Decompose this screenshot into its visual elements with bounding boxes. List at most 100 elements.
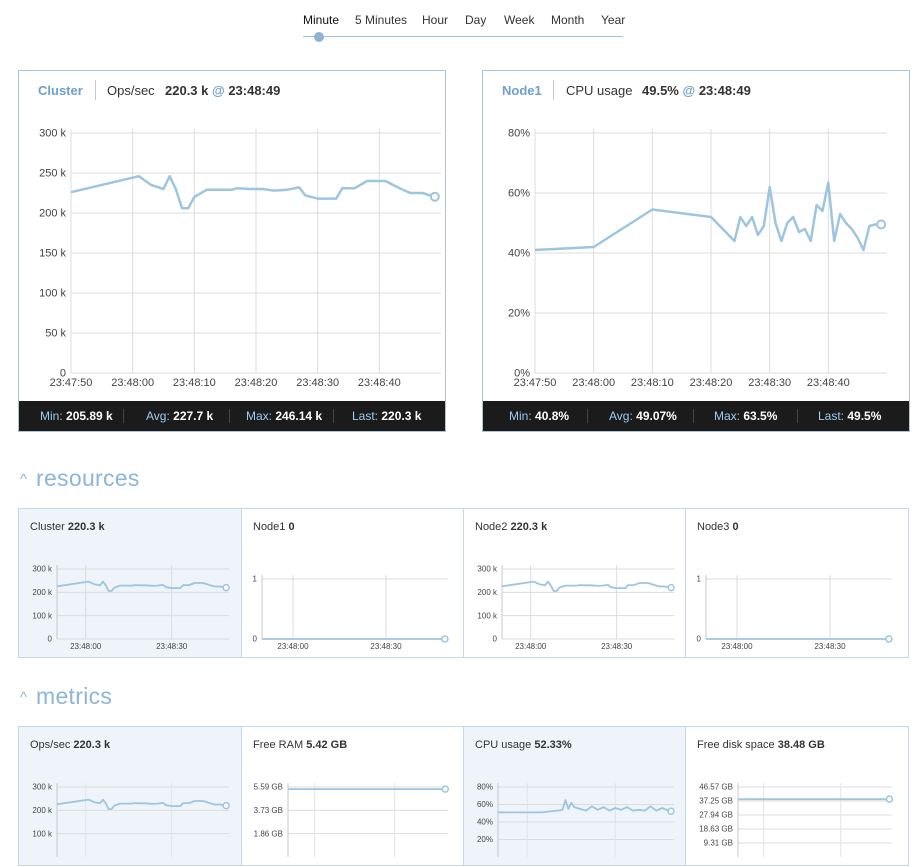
stat-max: Max: 246.14 k: [246, 409, 322, 423]
collapse-caret-icon[interactable]: ^: [20, 689, 28, 706]
y-tick-label: 20%: [477, 835, 493, 844]
resource-card[interactable]: Node3 0 1 0 23:48:00 23:48:30: [685, 508, 909, 658]
panel-source-name[interactable]: Cluster: [38, 83, 83, 98]
y-tick-label: 200 k: [32, 806, 53, 815]
mini-line-chart: 1 0 23:48:00 23:48:30: [697, 575, 893, 651]
metric-card[interactable]: Ops/sec 220.3 k 300 k 200 k 100 k: [18, 726, 242, 866]
y-tick-label: 60%: [508, 188, 530, 200]
x-tick-label: 23:48:20: [690, 377, 733, 389]
card-title: Node1 0: [253, 521, 295, 533]
stat-last: Last: 49.5%: [818, 409, 881, 423]
resource-card[interactable]: Cluster 220.3 k 300 k 200 k 100 k 0 23:48:00…: [18, 508, 242, 658]
panel-metric-name: Ops/sec: [107, 83, 155, 98]
last-point-marker: [222, 583, 230, 592]
stat-avg: Avg: 49.07%: [609, 409, 677, 423]
stat-last-value: 49.5%: [847, 409, 882, 423]
card-name: Node1: [253, 521, 286, 533]
x-tick-label: 23:48:30: [601, 642, 633, 651]
series-line: [498, 799, 672, 814]
range-tab-month[interactable]: Month: [551, 13, 585, 27]
series-line: [70, 174, 436, 210]
range-tab-week[interactable]: Week: [504, 13, 535, 27]
header-divider: [553, 80, 554, 100]
y-tick-label: 40%: [477, 818, 493, 827]
current-value: 220.3 k: [165, 83, 209, 98]
panel-metric-name: CPU usage: [566, 83, 633, 98]
series-line: [56, 580, 227, 592]
section-title[interactable]: metrics: [36, 683, 113, 709]
y-tick-label: 0: [48, 635, 53, 644]
cluster-ops-panel: Cluster Ops/sec 220.3 k @ 23:48:49 300 k…: [18, 70, 446, 432]
y-tick-label: 0%: [514, 368, 530, 380]
y-tick-label: 1: [253, 575, 258, 584]
x-tick-label: 23:47:50: [514, 377, 557, 389]
y-tick-label: 200 k: [32, 588, 53, 597]
stat-last-value: 220.3 k: [381, 409, 422, 423]
current-time: 23:48:49: [698, 83, 751, 98]
collapse-caret-icon[interactable]: ^: [20, 471, 28, 488]
section-title[interactable]: resources: [36, 465, 140, 491]
card-value: 220.3 k: [510, 521, 548, 533]
last-point-marker: [885, 795, 894, 803]
last-point-marker: [429, 191, 440, 202]
x-tick-label: 23:48:10: [631, 377, 674, 389]
card-title: Free RAM 5.42 GB: [253, 739, 347, 751]
resource-card[interactable]: Node1 0 1 0 23:48:00 23:48:30: [241, 508, 465, 658]
card-name: Cluster: [30, 521, 65, 533]
line-chart: 300 k 250 k 200 k 150 k 100 k 50 k 023:47:50 23…: [39, 128, 441, 389]
card-name: CPU usage: [475, 739, 532, 751]
card-title: Node2 220.3 k: [475, 521, 547, 533]
range-slider-handle[interactable]: [314, 32, 324, 42]
mini-line-chart: 300 k 200 k 100 k 0 23:48:00 23:48:30: [477, 565, 675, 651]
range-tab-minute[interactable]: Minute: [303, 13, 340, 27]
last-point-marker: [222, 801, 230, 810]
range-tab-year[interactable]: Year: [601, 13, 626, 27]
card-value: 0: [288, 521, 295, 533]
y-tick-label: 0: [60, 368, 66, 380]
x-tick-label: 23:48:00: [70, 642, 102, 651]
mini-line-chart: 80% 60% 40% 20%: [477, 783, 675, 857]
metric-card[interactable]: Free disk space 38.48 GB 46.57 GB 37.25 G…: [685, 726, 909, 866]
stat-divider: [587, 409, 588, 423]
x-tick-label: 23:47:50: [50, 377, 93, 389]
stat-min: Min: 205.89 k: [40, 409, 113, 423]
series-line: [501, 580, 672, 592]
metric-card[interactable]: CPU usage 52.33% 80% 60% 40% 20%: [463, 726, 687, 866]
stats-bar: Min: 205.89 k Avg: 227.7 k Max: 246.14 k…: [19, 401, 445, 431]
y-tick-label: 37.25 GB: [699, 797, 733, 806]
range-tab-hour[interactable]: Hour: [422, 13, 449, 27]
range-tab-day[interactable]: Day: [465, 13, 487, 27]
node1-cpu-panel: Node1 CPU usage 49.5% @ 23:48:49 80% 60% 4…: [482, 70, 910, 432]
last-point-marker: [876, 219, 887, 230]
card-value: 220.3 k: [73, 739, 111, 751]
last-point-marker: [441, 785, 450, 793]
range-tab-5-minutes[interactable]: 5 Minutes: [355, 13, 408, 27]
y-tick-label: 1.86 GB: [254, 829, 283, 838]
y-tick-label: 300 k: [477, 565, 498, 574]
x-tick-label: 23:48:20: [235, 377, 278, 389]
y-tick-label: 46.57 GB: [699, 783, 733, 792]
y-tick-label: 100 k: [39, 288, 66, 300]
card-name: Ops/sec: [30, 739, 71, 751]
card-value: 38.48 GB: [777, 739, 825, 751]
resource-card[interactable]: Node2 220.3 k 300 k 200 k 100 k 0 23:48:00 23…: [463, 508, 687, 658]
last-point-marker: [667, 807, 675, 815]
card-name: Free RAM: [253, 739, 304, 751]
y-tick-label: 300 k: [39, 128, 66, 140]
x-tick-label: 23:48:00: [721, 642, 753, 651]
metric-card[interactable]: Free RAM 5.42 GB 5.59 GB 3.73 GB 1.86 GB: [241, 726, 465, 866]
x-tick-label: 23:48:40: [807, 377, 850, 389]
panel-header: Node1 CPU usage 49.5% @ 23:48:49: [483, 71, 909, 111]
panel-source-name[interactable]: Node1: [502, 83, 542, 98]
y-tick-label: 250 k: [39, 168, 66, 180]
stat-max: Max: 63.5%: [714, 409, 777, 423]
panel-current-value: 220.3 k @ 23:48:49: [165, 83, 280, 98]
stat-max-value: 63.5%: [743, 409, 778, 423]
header-divider: [95, 80, 96, 100]
y-tick-label: 9.31 GB: [704, 839, 733, 848]
current-time: 23:48:49: [228, 83, 281, 98]
range-slider-track[interactable]: [303, 36, 623, 37]
mini-line-chart: 5.59 GB 3.73 GB 1.86 GB: [254, 783, 450, 857]
mini-line-chart: 1 0 23:48:00 23:48:30: [253, 575, 449, 651]
stat-max-label: Max:: [246, 409, 273, 423]
